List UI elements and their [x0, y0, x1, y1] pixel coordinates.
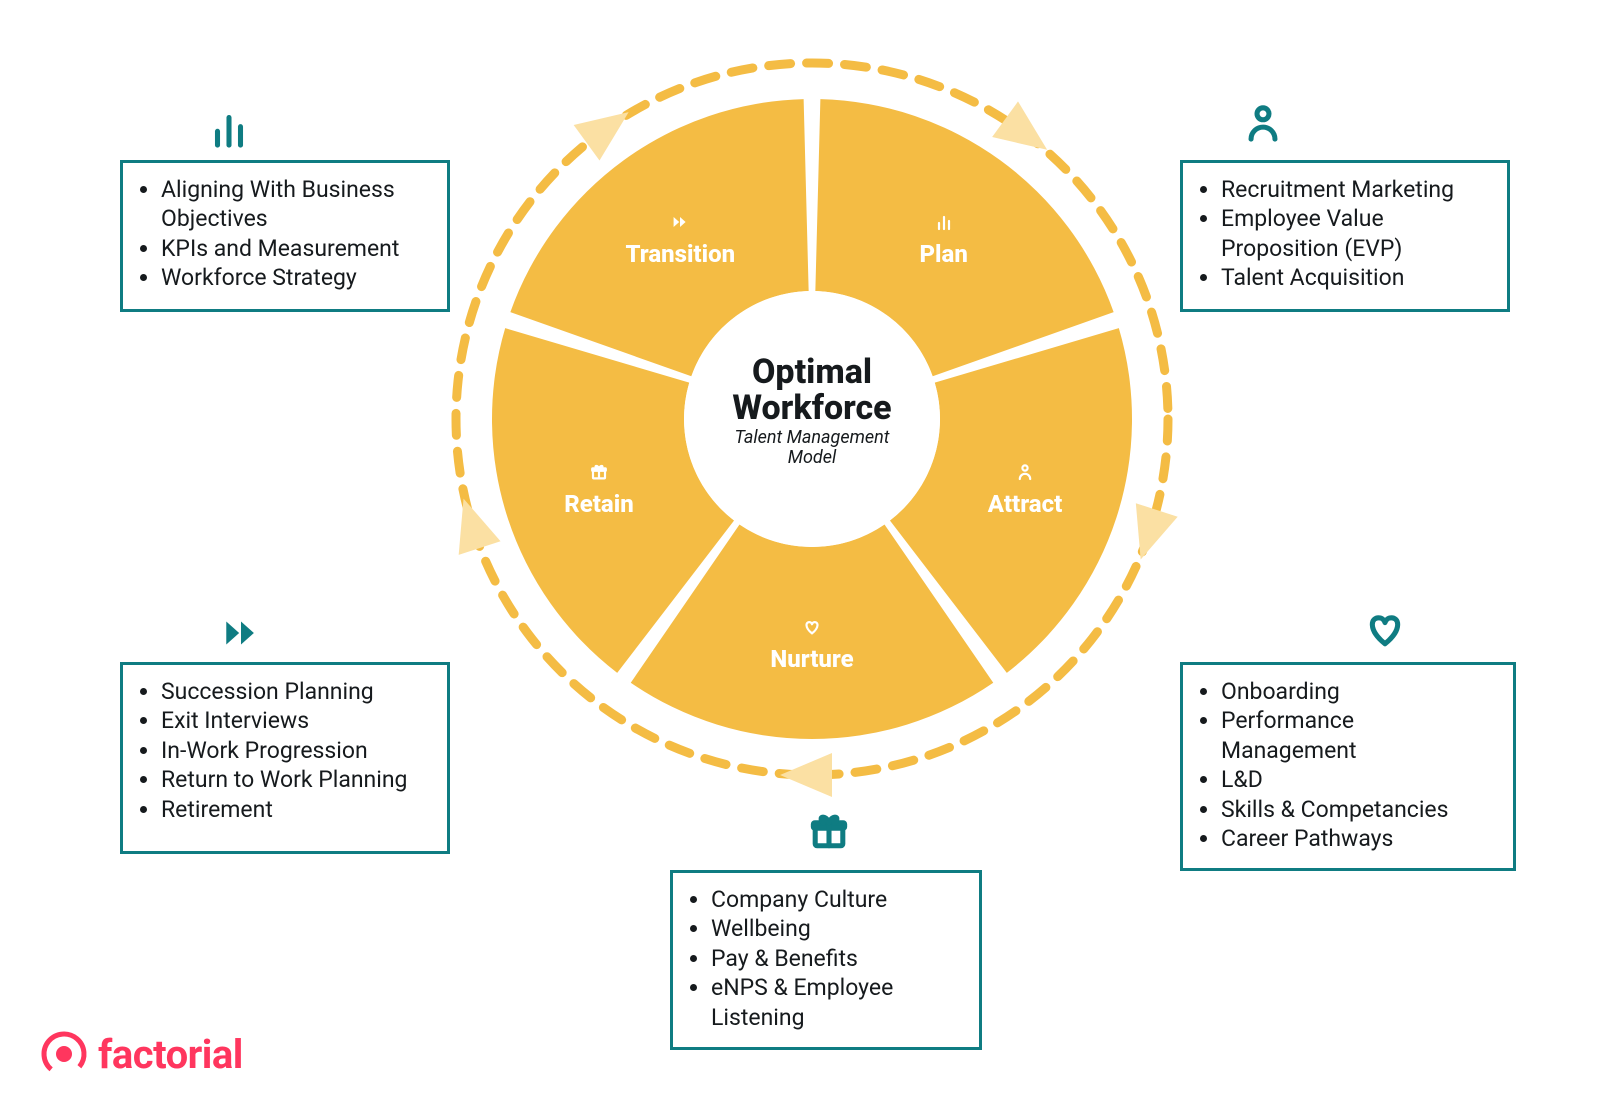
list-item: Exit Interviews — [161, 706, 429, 735]
logo-mark-icon — [40, 1030, 88, 1078]
list-item: Onboarding — [1221, 677, 1495, 706]
list-item: KPIs and Measurement — [161, 234, 429, 263]
list-item: Pay & Benefits — [711, 944, 961, 973]
cycle-arrow — [780, 753, 832, 797]
cycle-arrow — [459, 499, 501, 555]
cycle-diagram — [396, 3, 1228, 835]
detail-box-attract: Recruitment MarketingEmployee Value Prop… — [1180, 160, 1510, 312]
diagram-canvas: Plan Attract Nurture Retain Transition — [0, 0, 1624, 1118]
list-item: Workforce Strategy — [161, 263, 429, 292]
heart-icon — [1362, 606, 1408, 656]
person-icon — [1240, 100, 1286, 150]
list-item: Talent Acquisition — [1221, 263, 1489, 292]
list-item: eNPS & Employee Listening — [711, 973, 961, 1032]
bars-icon — [206, 106, 252, 156]
gift-icon — [806, 808, 852, 858]
cycle-arrow — [1136, 503, 1178, 559]
list-item: Skills & Competancies — [1221, 795, 1495, 824]
detail-box-retain: Company CultureWellbeingPay & BenefitseN… — [670, 870, 982, 1050]
detail-box-nurture: OnboardingPerformance ManagementL&DSkill… — [1180, 662, 1516, 871]
list-item: Return to Work Planning — [161, 765, 429, 794]
list-item: Wellbeing — [711, 914, 961, 943]
list-item: Performance Management — [1221, 706, 1495, 765]
list-item: Aligning With Business Objectives — [161, 175, 429, 234]
list-item: In-Work Progression — [161, 736, 429, 765]
logo-text: factorial — [98, 1031, 243, 1078]
list-item: Retirement — [161, 795, 429, 824]
list-item: Company Culture — [711, 885, 961, 914]
cycle-arrow — [992, 101, 1047, 149]
list-item: Recruitment Marketing — [1221, 175, 1489, 204]
list-item: Succession Planning — [161, 677, 429, 706]
list-item: Employee Value Proposition (EVP) — [1221, 204, 1489, 263]
factorial-logo: factorial — [40, 1030, 243, 1078]
detail-box-transition: Succession PlanningExit InterviewsIn-Wor… — [120, 662, 450, 854]
list-item: Career Pathways — [1221, 824, 1495, 853]
forward-icon — [218, 610, 264, 660]
list-item: L&D — [1221, 765, 1495, 794]
detail-box-plan: Aligning With Business ObjectivesKPIs an… — [120, 160, 450, 312]
